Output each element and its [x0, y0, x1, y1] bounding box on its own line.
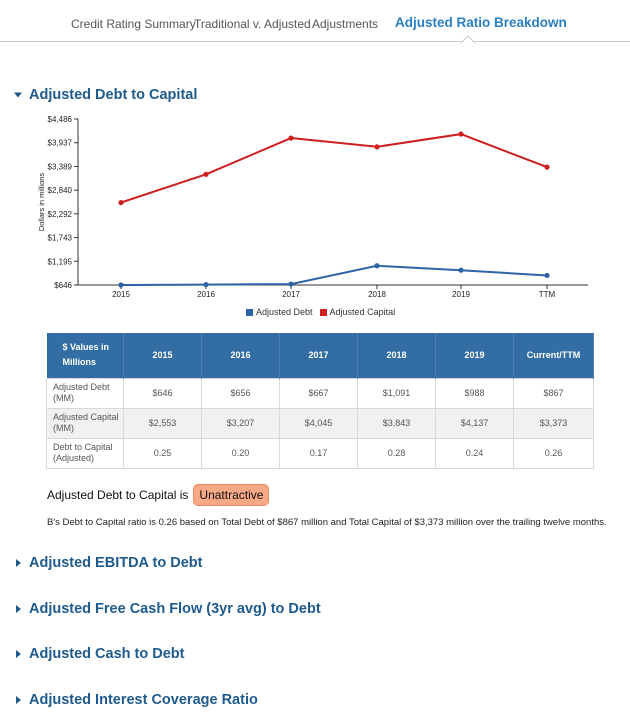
data-point-capital: [458, 131, 464, 137]
rating-badge: Unattractive: [193, 484, 270, 506]
y-tick-label: $3,937: [48, 139, 73, 148]
table-cell: 0.28: [357, 437, 436, 469]
y-tick-label: $4,486: [48, 115, 73, 124]
tab-bar: Credit Rating Summary Traditional v. Adj…: [0, 0, 630, 43]
table-cell: $988: [435, 377, 514, 409]
table-header-row: $ Values in Millions 2015 2016 2017 2018…: [46, 333, 594, 378]
debt-capital-line-chart: $4,486 $3,937 $3,389 $2,840 $2,292 $1,743 $1,1…: [37, 115, 588, 299]
legend-item-capital: Adjusted Capital: [319, 307, 396, 317]
table-row: Adjusted Debt (MM) $646 $656 $667 $1,091…: [46, 377, 594, 409]
section-toggle-fcf-to-debt[interactable]: Adjusted Free Cash Flow (3yr avg) to Deb…: [13, 601, 321, 617]
section-toggle-cash-to-debt[interactable]: Adjusted Cash to Debt: [13, 646, 184, 662]
tab-adjustments[interactable]: Adjustments: [312, 17, 379, 31]
y-tick-label: $646: [54, 281, 72, 290]
caret-right-icon: [16, 559, 21, 567]
table-header-cell: 2015: [123, 333, 202, 378]
legend-item-debt: Adjusted Debt: [246, 307, 313, 317]
table-row: Adjusted Capital (MM) $2,553 $3,207 $4,0…: [46, 407, 594, 439]
section-toggle-interest-coverage[interactable]: Adjusted Interest Coverage Ratio: [13, 692, 258, 708]
table-cell: $867: [513, 377, 594, 409]
table-header-cell: 2019: [435, 333, 514, 378]
row-label: Adjusted Debt (MM): [46, 377, 124, 409]
x-tick-label: 2017: [282, 290, 300, 299]
values-table: $ Values in Millions 2015 2016 2017 2018…: [46, 333, 594, 469]
tab-traditional-v-adjusted[interactable]: Traditional v. Adjusted: [194, 17, 311, 31]
legend-swatch-capital: [319, 308, 327, 316]
section-title: Adjusted Cash to Debt: [29, 646, 185, 662]
section-toggle-ebitda-to-debt[interactable]: Adjusted EBITDA to Debt: [13, 555, 202, 571]
table-cell: $4,045: [279, 407, 358, 439]
table-cell: $1,091: [357, 377, 436, 409]
section-title: Adjusted EBITDA to Debt: [29, 555, 203, 571]
y-tick-label: $1,195: [48, 257, 73, 266]
data-point-debt: [544, 272, 550, 279]
tab-adjusted-ratio-breakdown[interactable]: Adjusted Ratio Breakdown: [395, 15, 567, 30]
x-tick-label: 2018: [368, 290, 386, 299]
data-point-debt: [374, 263, 380, 269]
y-axis-title: Dollars in millions: [37, 173, 46, 232]
active-tab-caret-icon: [461, 35, 475, 43]
data-point-capital: [544, 164, 550, 170]
legend-label-debt: Adjusted Debt: [256, 307, 313, 317]
x-tick-label: 2015: [112, 290, 130, 299]
data-point-capital: [118, 199, 124, 206]
table-cell: 0.17: [279, 437, 358, 469]
x-tick-label: 2016: [197, 290, 215, 299]
verdict-line: Adjusted Debt to Capital is Unattractive: [47, 484, 270, 506]
table-cell: $656: [201, 377, 280, 409]
table-cell: 0.24: [435, 437, 514, 469]
tab-credit-rating-summary[interactable]: Credit Rating Summary: [71, 17, 196, 31]
table-cell: 0.20: [201, 437, 280, 469]
legend-swatch-debt: [246, 308, 253, 316]
data-point-debt: [118, 282, 124, 288]
section-title: Adjusted Debt to Capital: [29, 87, 198, 103]
y-tick-label: $2,292: [48, 210, 73, 219]
section-title: Adjusted Interest Coverage Ratio: [29, 692, 258, 708]
x-tick-label: 2019: [452, 290, 470, 299]
caret-right-icon: [16, 696, 21, 704]
table-header-cell: $ Values in Millions: [46, 333, 124, 378]
data-point-debt: [203, 281, 209, 288]
table-cell: $646: [123, 377, 202, 409]
data-point-capital: [203, 171, 209, 177]
row-label: Debt to Capital (Adjusted): [46, 437, 124, 469]
table-row: Debt to Capital (Adjusted) 0.25 0.20 0.1…: [46, 437, 594, 469]
table-cell: $3,843: [357, 407, 436, 439]
y-tick-label: $3,389: [48, 162, 73, 171]
y-tick-label: $1,743: [48, 234, 73, 243]
table-header-cell: 2018: [357, 333, 436, 378]
data-point-debt: [288, 281, 294, 287]
caret-right-icon: [16, 605, 21, 613]
data-point-debt: [458, 267, 464, 273]
table-header-cell: 2017: [279, 333, 358, 378]
y-tick-label: $2,840: [48, 186, 73, 195]
table-cell: $667: [279, 377, 358, 409]
caret-right-icon: [16, 650, 21, 658]
ratio-description: B's Debt to Capital ratio is 0.26 based …: [47, 517, 607, 528]
table-cell: $3,207: [201, 407, 280, 439]
table-cell: 0.26: [513, 437, 594, 469]
legend-label-capital: Adjusted Capital: [329, 307, 396, 317]
data-point-capital: [374, 144, 380, 150]
x-tick-label: TTM: [539, 290, 556, 299]
chart-legend: Adjusted Debt Adjusted Capital: [246, 307, 402, 317]
table-header-cell: Current/TTM: [513, 333, 594, 378]
table-cell: $2,553: [123, 407, 202, 439]
row-label: Adjusted Capital (MM): [46, 407, 124, 439]
data-point-capital: [288, 135, 294, 141]
series-line-capital: [120, 133, 548, 204]
section-title: Adjusted Free Cash Flow (3yr avg) to Deb…: [29, 601, 321, 617]
verdict-prefix: Adjusted Debt to Capital is: [47, 488, 189, 502]
table-cell: 0.25: [123, 437, 202, 469]
section-toggle-debt-to-capital[interactable]: Adjusted Debt to Capital: [13, 87, 197, 103]
table-cell: $3,373: [513, 407, 594, 439]
table-header-cell: 2016: [201, 333, 280, 378]
caret-down-icon: [14, 92, 22, 98]
series-line-debt: [120, 264, 548, 286]
table-cell: $4,137: [435, 407, 514, 439]
